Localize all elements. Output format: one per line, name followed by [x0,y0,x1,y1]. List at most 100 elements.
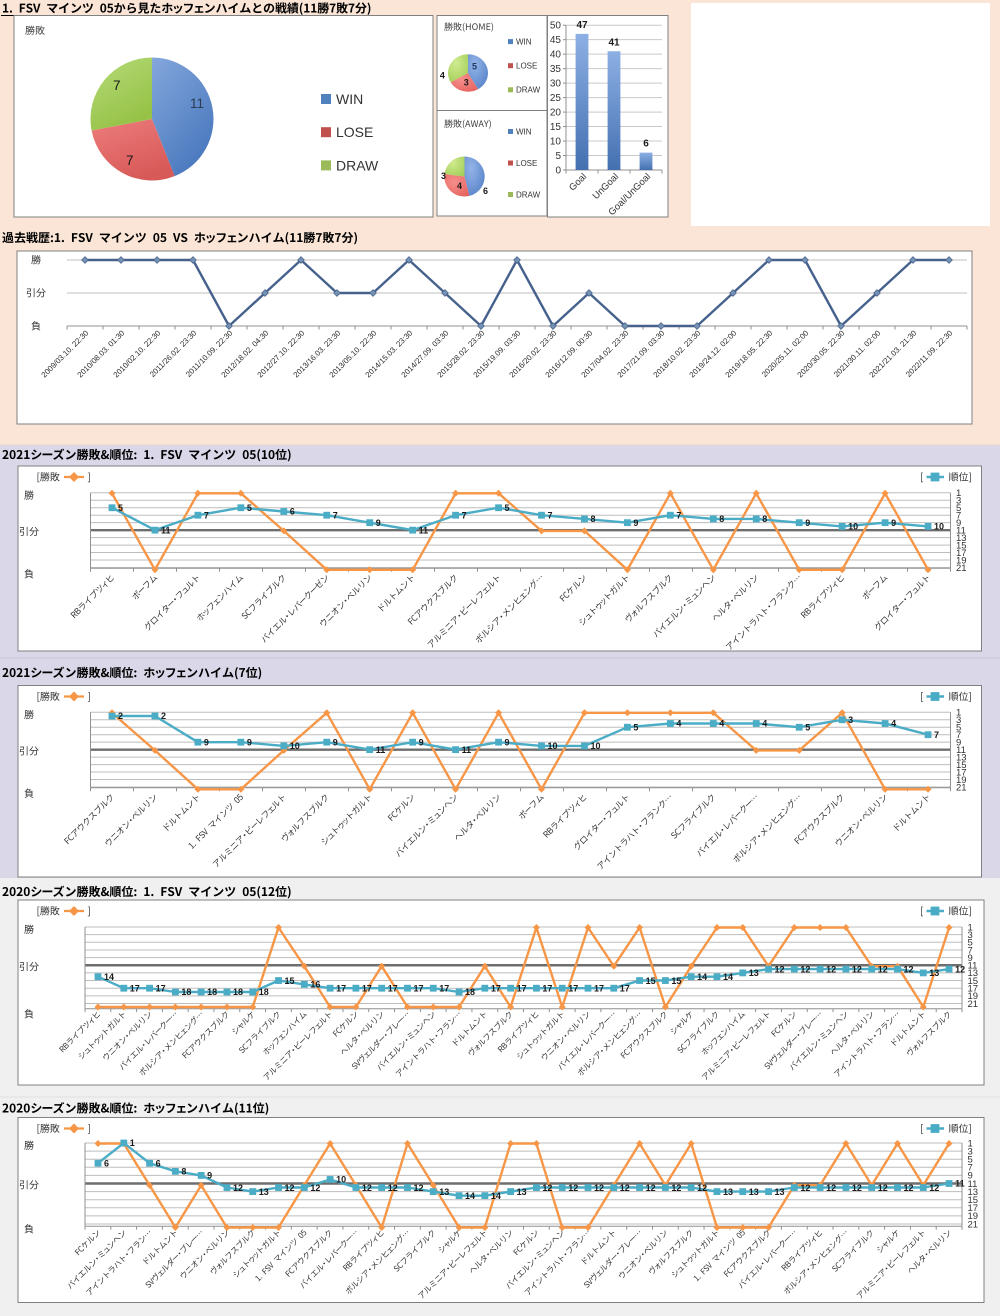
svg-text:9: 9 [505,737,510,747]
svg-text:47: 47 [576,20,588,31]
svg-text:1: 1 [968,1138,973,1149]
svg-text:9: 9 [968,953,973,964]
svg-text:4: 4 [762,719,767,729]
svg-text:21: 21 [956,782,967,793]
svg-text:45: 45 [550,35,562,46]
svg-text:7: 7 [113,78,121,93]
svg-text:50: 50 [550,21,562,32]
svg-text:12: 12 [903,964,913,974]
svg-text:10: 10 [934,522,944,532]
svg-text:12: 12 [594,1183,604,1193]
svg-text:11: 11 [419,525,429,535]
svg-text:3: 3 [968,930,973,941]
svg-text:10: 10 [290,741,300,751]
svg-text:5: 5 [968,1155,973,1166]
svg-text:12: 12 [620,1183,630,1193]
svg-text:4: 4 [457,181,462,191]
svg-text:DRAW: DRAW [516,86,541,95]
svg-text:13: 13 [956,752,967,763]
svg-text:8: 8 [719,514,724,524]
svg-text:6: 6 [156,1158,161,1168]
svg-text:3: 3 [848,715,853,725]
svg-text:17: 17 [388,983,398,993]
svg-text:12: 12 [310,1183,320,1193]
svg-text:7: 7 [956,511,961,522]
svg-text:3: 3 [968,1146,973,1157]
svg-text:17: 17 [156,983,166,993]
svg-text:11: 11 [968,1179,978,1190]
svg-text:9: 9 [204,737,209,747]
svg-text:12: 12 [903,1183,913,1193]
svg-text:17: 17 [594,983,604,993]
svg-text:12: 12 [800,1183,810,1193]
svg-text:DRAW: DRAW [336,157,379,173]
svg-text:15: 15 [285,976,295,986]
svg-text:WIN: WIN [336,91,363,107]
svg-text:10: 10 [590,741,600,751]
svg-text:19: 19 [956,555,967,566]
svg-text:15: 15 [968,976,979,987]
svg-text:21: 21 [968,999,979,1010]
svg-text:17: 17 [336,983,346,993]
svg-text:3: 3 [956,715,961,726]
svg-text:7: 7 [956,730,961,741]
svg-text:12: 12 [568,1183,578,1193]
svg-text:9: 9 [247,737,252,747]
svg-text:11: 11 [376,745,386,755]
svg-text:41: 41 [608,37,620,48]
svg-text:12: 12 [542,1183,552,1193]
svg-text:10: 10 [848,522,858,532]
svg-text:7: 7 [333,510,338,520]
svg-text:9: 9 [419,737,424,747]
svg-text:15: 15 [956,540,967,551]
svg-text:17: 17 [956,767,967,778]
svg-text:25: 25 [550,93,562,104]
svg-text:17: 17 [517,983,527,993]
svg-text:6: 6 [483,186,488,196]
svg-text:19: 19 [968,991,979,1002]
svg-text:9: 9 [207,1171,212,1181]
svg-text:10: 10 [550,137,562,148]
svg-text:3: 3 [956,496,961,507]
svg-text:6: 6 [643,139,649,150]
svg-text:11: 11 [161,525,171,535]
svg-text:LOSE: LOSE [516,62,537,71]
svg-text:12: 12 [671,1183,681,1193]
svg-text:5: 5 [956,503,961,514]
svg-text:21: 21 [968,1219,979,1230]
svg-text:9: 9 [891,518,896,528]
svg-text:12: 12 [388,1183,398,1193]
svg-text:15: 15 [671,976,681,986]
svg-text:18: 18 [233,987,243,997]
svg-text:15: 15 [968,1195,979,1206]
svg-text:12: 12 [697,1183,707,1193]
svg-text:1: 1 [956,708,961,719]
svg-text:9: 9 [956,737,961,748]
svg-text:WIN: WIN [516,37,532,46]
svg-text:10: 10 [548,741,558,751]
svg-text:17: 17 [491,983,501,993]
svg-text:12: 12 [878,1183,888,1193]
svg-text:13: 13 [259,1187,269,1197]
svg-text:5: 5 [968,938,973,949]
svg-text:11: 11 [462,745,472,755]
svg-text:2: 2 [118,711,123,721]
svg-text:17: 17 [542,983,552,993]
svg-text:21: 21 [956,563,967,574]
svg-text:14: 14 [697,972,707,982]
svg-text:11: 11 [190,96,204,111]
svg-text:12: 12 [800,964,810,974]
svg-text:5: 5 [633,722,638,732]
svg-text:19: 19 [968,1211,979,1222]
svg-text:17: 17 [130,983,140,993]
svg-text:18: 18 [465,987,475,997]
svg-text:13: 13 [517,1187,527,1197]
svg-text:9: 9 [805,518,810,528]
svg-text:2: 2 [161,711,166,721]
svg-text:12: 12 [285,1183,295,1193]
svg-text:8: 8 [590,514,595,524]
svg-text:11: 11 [956,745,966,756]
svg-text:1: 1 [130,1138,135,1148]
svg-text:5: 5 [247,503,252,513]
svg-text:11: 11 [955,1179,965,1189]
